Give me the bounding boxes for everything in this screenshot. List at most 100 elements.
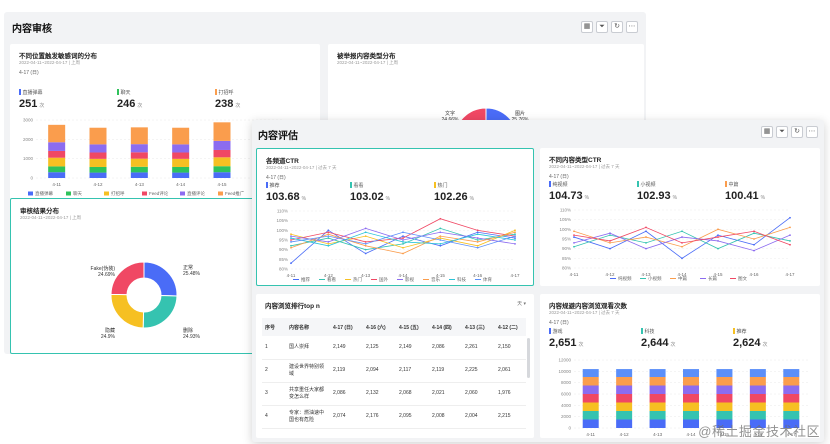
bar-segment — [716, 402, 733, 411]
filter-icon[interactable]: ⏷ — [596, 21, 608, 33]
pie-label: Fake(伪装) — [91, 265, 116, 272]
refresh-icon[interactable]: ↻ — [611, 21, 623, 33]
table-row[interactable]: 1 国人崇拜 2,149 2,125 2,149 2,086 2,261 2,150 — [262, 336, 526, 360]
legend-label: 打招呼 — [111, 190, 125, 197]
table-cell: 2,074 — [330, 405, 363, 429]
table-header-cell[interactable]: 4-13 (三) — [462, 318, 495, 336]
y-tick-label: 2000 — [23, 137, 34, 142]
data-point — [327, 231, 330, 234]
table-cell: 2,261 — [462, 336, 495, 360]
refresh-icon[interactable]: ↻ — [791, 126, 803, 138]
table-cell: 2,021 — [429, 382, 462, 406]
bar-segment — [683, 419, 699, 428]
table-row[interactable]: 3 共享重任大家都变怎么样 2,086 2,132 2,068 2,021 2,060 1,9… — [262, 382, 526, 406]
x-tick-label: 4-12 — [605, 272, 615, 277]
more-icon[interactable]: ⋯ — [806, 126, 818, 138]
bar-segment — [130, 158, 148, 167]
table-header-cell[interactable]: 4-17 (日) — [330, 318, 363, 336]
bar-segment — [172, 144, 190, 153]
table-cell: 专家：燃油速中国也有危险 — [286, 405, 330, 429]
dashboard-toolbar: ▦ ⏷ ↻ ⋯ — [581, 21, 638, 33]
y-tick-label: 8000 — [561, 380, 572, 385]
y-tick-label: 80% — [562, 266, 571, 271]
data-point — [645, 247, 647, 250]
kpi-value: 2,651 次 — [549, 337, 584, 349]
bar-segment — [649, 369, 666, 377]
table-cell: 2,094 — [363, 359, 396, 383]
x-tick-label: 4-11 — [586, 432, 595, 437]
y-tick-label: 80% — [279, 267, 288, 272]
table-cell: 2,119 — [429, 359, 462, 383]
kpi-label: 打招呼 — [215, 89, 234, 96]
bar-segment — [213, 140, 231, 150]
bar-segment — [649, 402, 666, 411]
legend-swatch — [66, 191, 71, 196]
bar-segment — [89, 152, 107, 159]
x-tick-label: 4-16 — [753, 432, 763, 437]
card-title: 内容规避内容浏览观看次数 — [549, 303, 627, 310]
data-point — [327, 233, 330, 236]
data-point — [476, 246, 479, 249]
legend-label: 小视频 — [648, 275, 662, 282]
x-tick-label: 4-14 — [677, 272, 687, 277]
x-tick-label: 4-12 — [620, 432, 630, 437]
bar-segment — [48, 172, 66, 178]
y-tick-label: 100% — [559, 227, 571, 232]
table-header-cell[interactable]: 内容名称 — [286, 318, 330, 336]
data-point — [476, 229, 479, 232]
table-row[interactable]: 4 专家：燃油速中国也有危险 2,074 2,176 2,095 2,008 2,004 2,… — [262, 405, 526, 429]
data-point — [514, 235, 516, 238]
bar-segment — [749, 402, 766, 411]
kpi-label: 小视频 — [637, 181, 656, 188]
bar-segment — [683, 402, 699, 411]
data-point — [789, 240, 791, 242]
x-tick-label: 4-12 — [324, 273, 334, 278]
more-icon[interactable]: ⋯ — [626, 21, 638, 33]
calendar-icon[interactable]: ▦ — [581, 21, 593, 33]
table-header-cell[interactable]: 4-15 (五) — [396, 318, 429, 336]
data-point — [514, 242, 516, 245]
card-day-label: 4-17 (日) — [549, 320, 569, 326]
pie-slice — [110, 261, 145, 296]
line-chart: 110% 105% 100% 95% 90% 85% 80%4-11 4-12 4-13 4-14… — [559, 208, 795, 283]
bar-segment — [716, 394, 733, 403]
table-header-cell[interactable]: 4-16 (六) — [363, 318, 396, 336]
bar-segment — [213, 122, 231, 141]
table-row[interactable]: 2 建设世界特别领域 2,119 2,094 2,117 2,119 2,225 2,061 — [262, 359, 526, 383]
data-point — [717, 240, 719, 242]
y-tick-label: 10000 — [558, 369, 571, 374]
bar-segment — [130, 166, 148, 173]
y-tick-label: 95% — [562, 237, 571, 242]
bar-segment — [616, 394, 633, 403]
table-header-cell[interactable]: 4-14 (四) — [429, 318, 462, 336]
data-point — [364, 235, 367, 238]
data-point — [717, 236, 719, 238]
table-header-cell[interactable]: 序号 — [262, 318, 286, 336]
kpi-label: 看看 — [350, 182, 364, 189]
legend-label: 体育 — [483, 276, 492, 283]
data-point — [609, 232, 611, 235]
data-point — [327, 237, 330, 239]
filter-icon[interactable]: ⏷ — [776, 126, 788, 138]
data-point — [681, 245, 683, 248]
content-evaluation-dashboard: 内容评估 ▦ ⏷ ↻ ⋯ 各频道CTR 2022-04-11~2022-04-1… — [252, 120, 824, 442]
audit-result-card[interactable]: 审核结果分布 2022-04-11~2022-04-17 | 上周 正常 25.4… — [10, 198, 256, 354]
pie-slice — [110, 293, 145, 329]
kpi-unit: 次 — [137, 103, 143, 109]
bar-segment — [213, 149, 231, 158]
card-date-range: 2022-04-11~2022-04-17 | 过去 7 天 — [266, 165, 337, 170]
table-scrollbar[interactable] — [527, 338, 530, 378]
bar-segment — [783, 394, 800, 403]
kpi-unit: % — [672, 195, 678, 201]
data-point — [290, 233, 292, 236]
bar-segment — [716, 419, 733, 428]
x-tick-label: 4-14 — [686, 432, 696, 437]
calendar-icon[interactable]: ▦ — [761, 126, 773, 138]
data-point — [364, 231, 367, 234]
top-content-table-card: 内容浏览排行top n 天 ▾ 序号 内容名称 4-17 (日) 4-16 (六) 4-… — [256, 294, 534, 438]
bar-segment — [213, 157, 231, 167]
data-point — [645, 236, 647, 238]
table-header-cell[interactable]: 4-12 (二) — [495, 318, 526, 336]
channel-ctr-card[interactable]: 各频道CTR 2022-04-11~2022-04-17 | 过去 7 天 4-… — [256, 148, 534, 286]
period-select[interactable]: 天 ▾ — [517, 300, 526, 307]
